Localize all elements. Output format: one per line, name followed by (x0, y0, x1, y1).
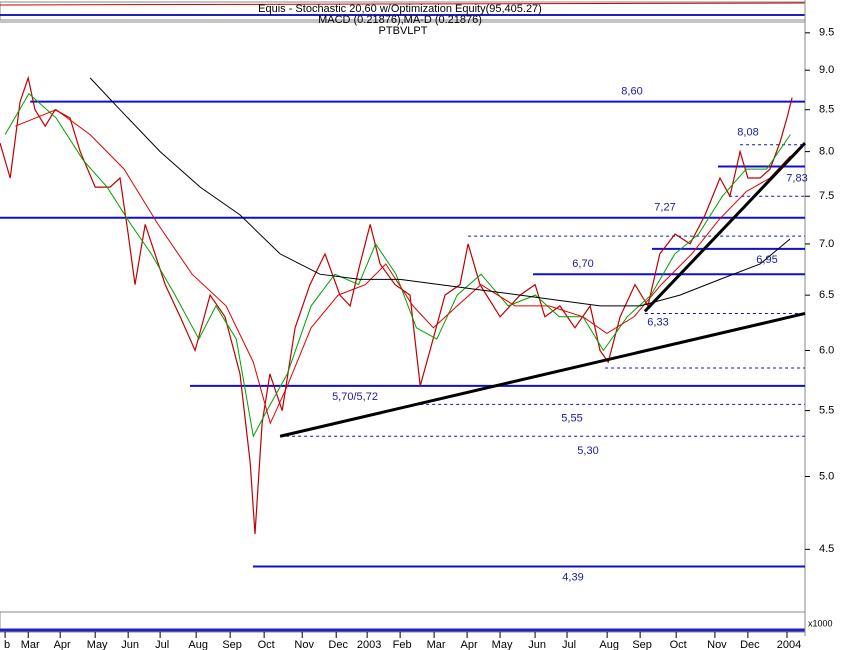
volume-unit: x1000 (808, 618, 833, 628)
x-tick-label: May (87, 639, 108, 650)
x-tick-label: Feb (393, 639, 412, 650)
x-tick-label: Mar (21, 639, 40, 650)
x-tick-label: Nov (707, 639, 727, 650)
trend-line (643, 141, 807, 313)
level-label: 7,27 (654, 202, 675, 214)
x-tick-label: Jun (121, 639, 139, 650)
header-text: MACD (0.21876),MA-D (0.21876) (318, 14, 482, 26)
x-tick-label: Apr (461, 639, 478, 650)
indicator-line (0, 2, 806, 6)
y-tick-label: 8.0 (819, 146, 834, 158)
x-tick-label: Nov (294, 639, 314, 650)
series-line (89, 77, 791, 307)
x-tick-label: 2003 (357, 639, 381, 650)
level-label: 6,70 (572, 258, 593, 270)
y-tick-label: 4.5 (819, 543, 834, 555)
level-label: 8,08 (737, 127, 758, 139)
level-label: 5,55 (561, 412, 582, 424)
x-tick-label: Oct (258, 639, 275, 650)
x-tick-label: 2004 (777, 639, 801, 650)
x-tick-label: Aug (599, 639, 619, 650)
x-tick-label: b (4, 639, 10, 650)
x-tick-label: Dec (328, 639, 348, 650)
x-tick-label: Dec (740, 639, 760, 650)
header-text: Equis - Stochastic 20,60 w/Optimization … (258, 3, 542, 15)
x-tick-label: Jul (562, 639, 576, 650)
y-tick-label: 6.5 (819, 289, 834, 301)
x-tick-label: Aug (188, 639, 208, 650)
x-tick-label: Mar (427, 639, 446, 650)
x-tick-label: Sep (222, 639, 242, 650)
trend-line (279, 312, 806, 438)
y-tick-label: 7.0 (819, 238, 834, 250)
series-line (4, 92, 791, 438)
x-tick-label: Jul (155, 639, 169, 650)
level-label: 5,30 (577, 445, 598, 457)
y-tick-label: 9.5 (819, 27, 834, 39)
x-tick-label: Apr (54, 639, 71, 650)
y-tick-label: 8.5 (819, 104, 834, 116)
x-tick-label: Jun (528, 639, 546, 650)
y-tick-label: 5.0 (819, 470, 834, 482)
y-tick-label: 7.5 (819, 190, 834, 202)
y-tick-label: 6.0 (819, 344, 834, 356)
x-tick-label: Sep (632, 639, 652, 650)
x-tick-label: Oct (670, 639, 687, 650)
level-label: 6,33 (647, 316, 668, 328)
level-label: 5,70/5,72 (332, 391, 378, 403)
y-tick-label: 9.0 (819, 64, 834, 76)
y-tick-label: 5.5 (819, 405, 834, 417)
level-label: 8,60 (621, 86, 642, 98)
level-label: 4,39 (562, 571, 583, 583)
series-line (15, 109, 791, 425)
header-text: PTBVLPT (379, 25, 428, 37)
x-tick-label: May (492, 639, 513, 650)
level-label: 7,83 (786, 172, 807, 184)
